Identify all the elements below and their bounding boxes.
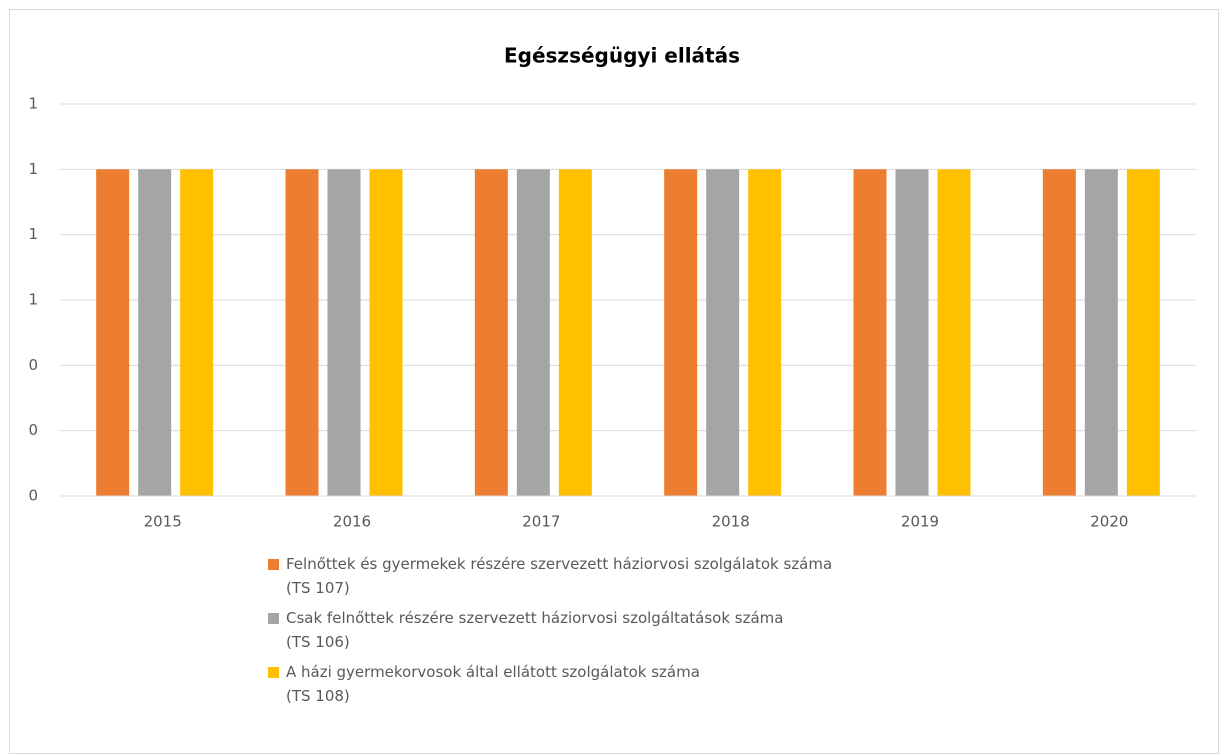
bar xyxy=(853,169,887,497)
bar xyxy=(369,169,403,497)
legend-label: A házi gyermekorvosok által ellátott szo… xyxy=(286,663,700,705)
bar xyxy=(1084,169,1118,497)
bar xyxy=(1126,169,1160,497)
x-tick-label: 2016 xyxy=(333,513,371,531)
x-tick-label: 2017 xyxy=(522,513,560,531)
legend-label: Felnőttek és gyermekek részére szervezet… xyxy=(286,555,833,597)
bar xyxy=(1042,169,1076,497)
legend: Felnőttek és gyermekek részére szervezet… xyxy=(268,552,1028,714)
x-tick-label: 2018 xyxy=(712,513,750,531)
bar xyxy=(706,169,740,497)
bar xyxy=(558,169,592,497)
y-tick-label: 0 xyxy=(28,421,38,439)
bar xyxy=(516,169,550,497)
bar xyxy=(96,169,130,497)
bar xyxy=(895,169,929,497)
legend-swatch xyxy=(268,559,279,570)
bar xyxy=(138,169,172,497)
chart-title: Egészségügyi ellátás xyxy=(504,44,740,68)
legend-label: Csak felnőttek részére szervezett házior… xyxy=(286,609,784,651)
y-tick-label: 1 xyxy=(28,160,38,178)
bar xyxy=(664,169,698,497)
bar xyxy=(748,169,782,497)
legend-swatch xyxy=(268,613,279,624)
x-tick-label: 2015 xyxy=(144,513,182,531)
bar xyxy=(180,169,214,497)
y-tick-label: 0 xyxy=(28,487,38,505)
legend-entry: Csak felnőttek részére szervezett házior… xyxy=(268,606,1028,654)
legend-entry: A házi gyermekorvosok által ellátott szo… xyxy=(268,660,1028,708)
chart-frame xyxy=(9,9,1219,754)
bar xyxy=(327,169,361,497)
y-tick-label: 1 xyxy=(28,291,38,309)
legend-swatch xyxy=(268,667,279,678)
x-tick-label: 2020 xyxy=(1090,513,1128,531)
y-tick-label: 0 xyxy=(28,356,38,374)
x-tick-label: 2019 xyxy=(901,513,939,531)
legend-entry: Felnőttek és gyermekek részére szervezet… xyxy=(268,552,1028,600)
y-tick-label: 1 xyxy=(28,225,38,243)
bar xyxy=(474,169,508,497)
bar xyxy=(937,169,971,497)
bar xyxy=(285,169,319,497)
y-tick-label: 1 xyxy=(28,95,38,113)
